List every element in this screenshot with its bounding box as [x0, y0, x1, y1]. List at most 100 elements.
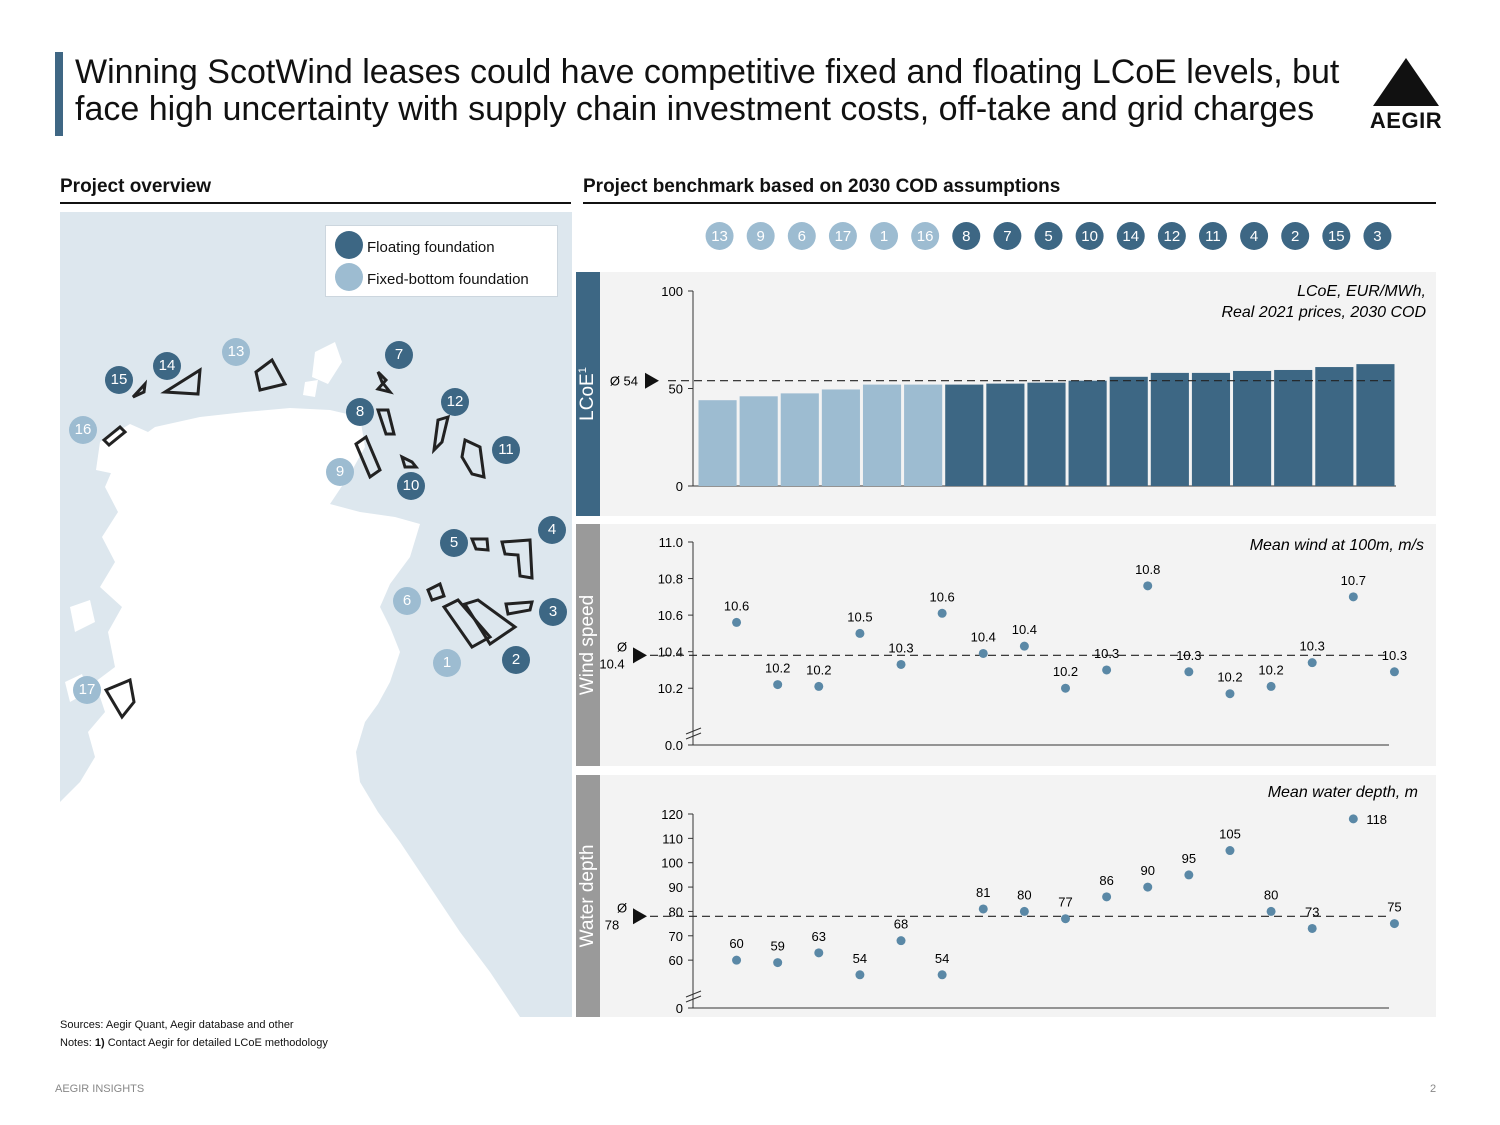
map-marker: 3	[539, 598, 567, 626]
lcoe-bar	[698, 400, 737, 486]
wind-point	[1184, 667, 1194, 677]
project-badge-label: 11	[1205, 228, 1221, 245]
lease-area-12	[431, 414, 451, 455]
wind-y-tick-label: 11.0	[659, 535, 683, 550]
project-badge	[1281, 222, 1310, 250]
lcoe-y-tick-label: 100	[661, 284, 683, 299]
wind-point	[896, 659, 906, 669]
project-badge	[828, 222, 857, 250]
notes-prefix: Notes:	[60, 1037, 95, 1049]
depth-point	[1102, 892, 1112, 902]
depth-point	[855, 970, 865, 980]
notes-text: Contact Aegir for detailed LCoE methodol…	[104, 1037, 328, 1049]
wind-point-label: 10.2	[765, 661, 790, 676]
project-badge	[1157, 222, 1186, 250]
depth-point	[1061, 914, 1070, 924]
depth-point	[937, 970, 947, 980]
project-badge-label: 17	[835, 228, 852, 245]
page-number: 2	[1430, 1083, 1437, 1095]
wind-point	[1143, 581, 1153, 591]
lease-area-16	[101, 424, 128, 448]
depth-point-label: 59	[770, 939, 784, 954]
depth-point	[896, 936, 906, 946]
map-marker: 16	[69, 416, 97, 444]
fixed-legend-dot	[335, 263, 363, 291]
wind-point-label: 10.3	[1300, 639, 1325, 654]
depth-point-label: 54	[935, 951, 949, 966]
depth-point	[732, 955, 742, 965]
depth-point	[1184, 870, 1194, 880]
map-marker: 17	[73, 676, 101, 704]
lcoe-bar	[1315, 367, 1354, 486]
fixed-legend-label: Fixed-bottom foundation	[367, 271, 529, 288]
lease-area-7	[375, 370, 394, 395]
project-badge-label: 14	[1122, 228, 1139, 245]
depth-point-label: 81	[976, 885, 990, 900]
lcoe-tab: LCoE1	[576, 272, 600, 516]
wind-point-label: 10.3	[1176, 648, 1201, 663]
project-badge-label: 7	[1003, 228, 1011, 245]
lcoe-average-marker	[645, 372, 659, 389]
wind-point-label: 10.2	[1258, 662, 1283, 677]
depth-point	[814, 948, 824, 958]
lcoe-bar	[739, 396, 778, 486]
project-badge	[1363, 222, 1392, 250]
project-badge	[746, 222, 775, 250]
map-marker: 12	[441, 388, 469, 416]
map-marker: 5	[440, 529, 468, 557]
project-badge-label: 5	[1044, 228, 1052, 245]
depth-point-label: 60	[729, 936, 743, 951]
wind-point	[1307, 658, 1317, 668]
logo-text: AEGIR	[1369, 108, 1443, 133]
lcoe-bar	[1068, 380, 1107, 486]
wind-point	[1019, 641, 1029, 651]
depth-y-tick-label: 0	[676, 1001, 683, 1016]
project-badge-label: 6	[798, 228, 806, 245]
depth-point	[1266, 906, 1276, 916]
wind-average-value: 10.4	[599, 656, 624, 671]
project-badge-label: 15	[1328, 228, 1345, 245]
lease-area-1	[441, 598, 493, 649]
wind-point	[1225, 689, 1235, 699]
project-badge-label: 8	[962, 228, 970, 245]
lcoe-bar	[1109, 376, 1148, 486]
depth-point-label: 73	[1305, 904, 1319, 919]
lcoe-title-line1: LCoE, EUR/MWh,	[1297, 283, 1426, 300]
depth-point	[1348, 814, 1358, 824]
benchmark-divider	[583, 202, 1436, 204]
depth-point-label: 90	[1141, 863, 1155, 878]
benchmark-heading: Project benchmark based on 2030 COD assu…	[583, 176, 1061, 197]
wind-average-marker	[633, 647, 647, 664]
notes-ref: 1)	[94, 1037, 105, 1049]
wind-y-tick-label: 10.4	[658, 645, 683, 660]
map-marker: 6	[393, 587, 421, 615]
map-land	[60, 342, 534, 1017]
depth-point-label: 68	[894, 917, 908, 932]
wind-point-label: 10.2	[1217, 670, 1242, 685]
project-badge-label: 1	[880, 228, 888, 245]
lcoe-bar	[821, 389, 860, 486]
depth-point	[1143, 882, 1153, 892]
footer-brand: AEGIR INSIGHTS	[55, 1083, 145, 1095]
wind-y-tick-label: 0.0	[665, 738, 683, 753]
map-marker: 4	[538, 516, 566, 544]
map-marker: 8	[346, 398, 374, 426]
project-badge-label: 13	[711, 228, 728, 245]
wind-point-label: 10.2	[806, 662, 831, 677]
wind-speed-tab: Wind speed	[576, 524, 600, 766]
depth-y-tick-label: 110	[662, 831, 683, 846]
project-badge	[1116, 222, 1145, 250]
wind-point-label: 10.4	[1012, 622, 1037, 637]
wind-point-label: 10.3	[1382, 648, 1407, 663]
title-accent-bar	[55, 52, 63, 136]
floating-legend-label: Floating foundation	[367, 239, 495, 256]
wind-title: Mean wind at 100m, m/s	[1250, 537, 1424, 554]
water-depth-tab: Water depth	[576, 775, 600, 1017]
wind-point-label: 10.4	[971, 629, 996, 644]
depth-average-value: 78	[605, 917, 619, 932]
lcoe-bar	[1274, 369, 1313, 486]
project-badge	[787, 222, 816, 250]
lcoe-bar	[1233, 370, 1272, 486]
depth-point-label: 75	[1387, 900, 1401, 915]
